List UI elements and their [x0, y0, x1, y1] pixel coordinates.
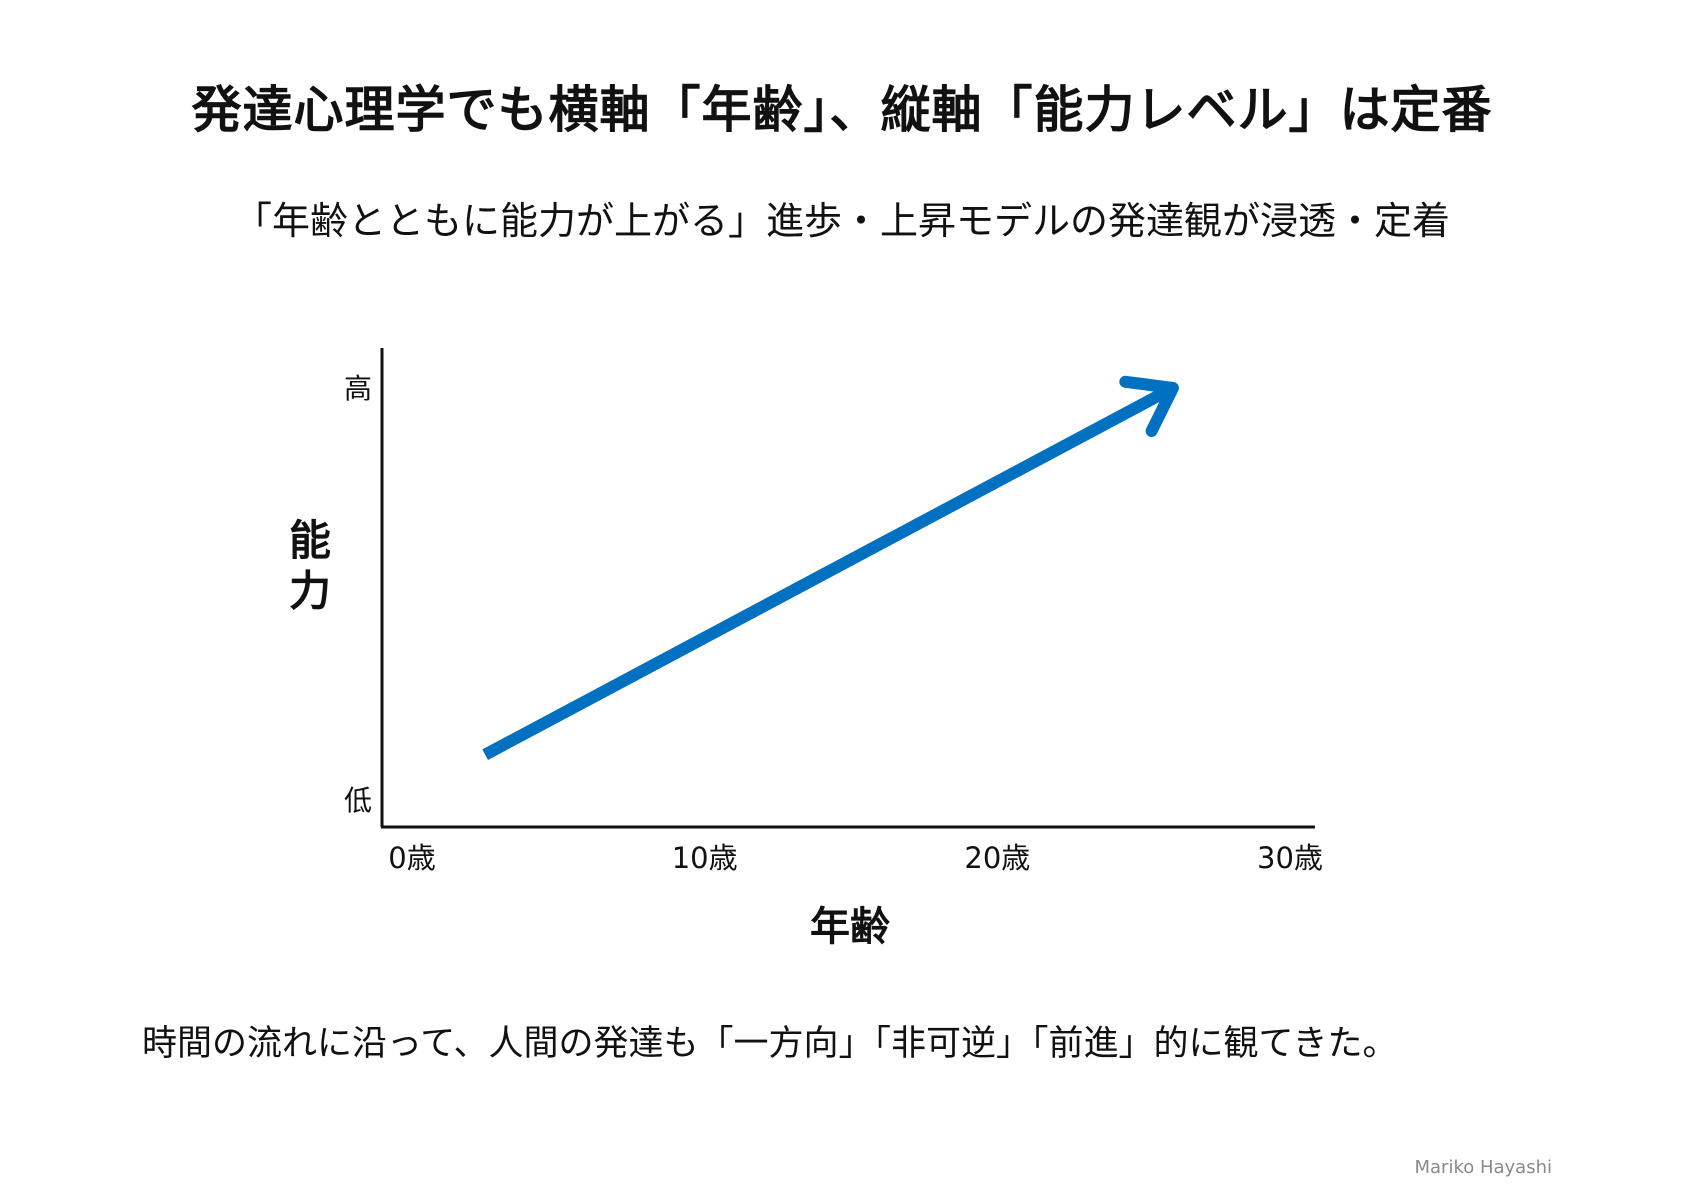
- x-tick-label: 10歳: [672, 841, 738, 875]
- y-axis-label-text: 能力: [289, 516, 331, 615]
- chart-axes: [380, 348, 1315, 829]
- x-tick-label: 30歳: [1257, 841, 1323, 875]
- x-tick-labels: 0歳 10歳 20歳 30歳: [388, 841, 1323, 875]
- page-title: 発達心理学でも横軸「年齢」、縦軸「能力レベル」は定番: [191, 81, 1493, 139]
- y-tick-label: 低: [344, 784, 372, 817]
- author-credit: Mariko Hayashi: [1414, 1157, 1552, 1178]
- y-tick-labels: 低高: [344, 372, 372, 817]
- arrow-head: [1119, 375, 1179, 437]
- footer-statement: 時間の流れに沿って、人間の発達も「一方向」「非可逆」「前進」的に観てきた。: [142, 1024, 1398, 1064]
- chart: 0歳 10歳 20歳 30歳 低高 年齢 能力: [289, 348, 1323, 950]
- series-line: [482, 382, 1176, 760]
- x-axis-label: 年齢: [810, 904, 890, 950]
- page-subtitle: 「年齢とともに能力が上がる」進歩・上昇モデルの発達観が浸透・定着: [233, 199, 1450, 243]
- x-tick-label: 0歳: [388, 841, 435, 875]
- y-tick-label: 高: [344, 372, 372, 405]
- chart-series: [482, 375, 1179, 760]
- y-axis-label: 能力: [289, 516, 331, 615]
- x-tick-label: 20歳: [964, 841, 1030, 875]
